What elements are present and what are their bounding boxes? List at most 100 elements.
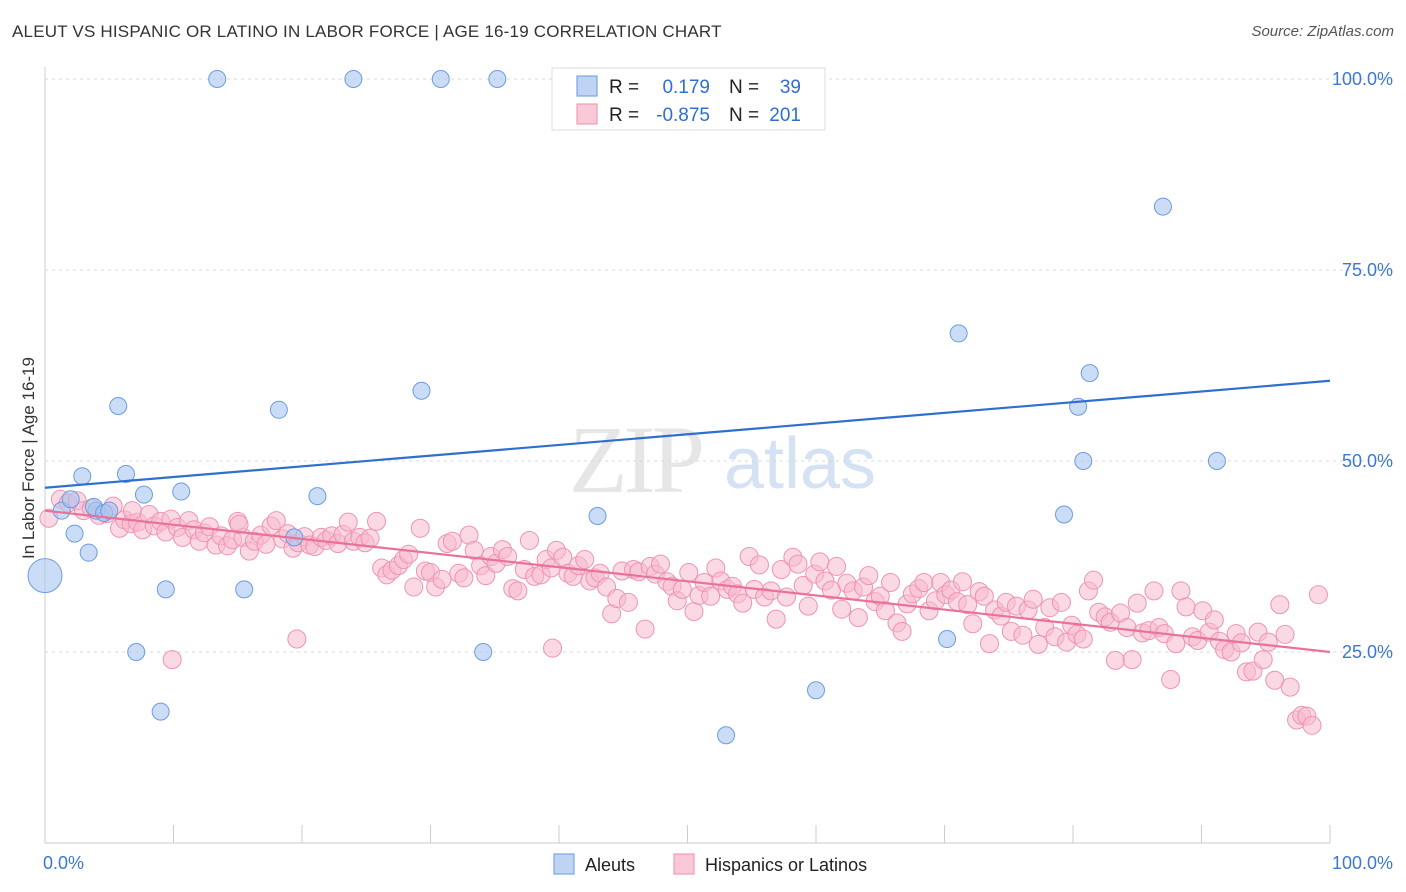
hispanic-point [952, 572, 972, 592]
hispanic-point [543, 638, 563, 658]
hispanic-point [963, 614, 983, 634]
legend-n-value-aleuts: 39 [780, 77, 801, 98]
hispanic-point [360, 528, 380, 548]
aleut-point [1074, 452, 1093, 470]
hispanic-point [287, 629, 307, 649]
axes [44, 67, 1331, 844]
series-legend: Aleuts Hispanics or Latinos [553, 853, 867, 875]
aleut-point [1153, 197, 1172, 216]
hispanics-points [39, 489, 1328, 735]
aleut-point [151, 702, 170, 721]
hispanic-point [1275, 624, 1295, 644]
aleut-point [79, 543, 98, 562]
aleut-point [474, 643, 493, 661]
legend-n-value-hispanics: 201 [769, 105, 801, 126]
aleut-point [27, 558, 63, 594]
y-tick-label: 50.0% [1342, 451, 1393, 471]
hispanic-point [1302, 715, 1322, 735]
hispanic-point [679, 563, 699, 583]
hispanic-point [958, 595, 978, 615]
hispanic-point [1204, 610, 1224, 630]
aleut-point [1080, 364, 1099, 383]
chart-title: ALEUT VS HISPANIC OR LATINO IN LABOR FOR… [12, 22, 722, 41]
x-tick-label: 100.0% [1332, 853, 1393, 873]
hispanic-point [1176, 597, 1196, 617]
hispanic-point [766, 609, 786, 629]
aleuts-trend-line [44, 379, 1331, 489]
hispanic-point [827, 556, 847, 576]
hispanic-point [1122, 650, 1142, 670]
hispanic-point [1253, 650, 1273, 670]
source-credit: Source: ZipAtlas.com [1251, 23, 1394, 40]
aleut-point [308, 487, 327, 506]
hispanic-point [1270, 595, 1290, 615]
aleut-point [100, 501, 119, 520]
hispanic-point [788, 554, 808, 574]
aleut-point [1055, 505, 1074, 524]
hispanic-point [749, 555, 769, 575]
aleut-point [1207, 452, 1226, 470]
hispanic-point [476, 566, 496, 586]
aleut-point [269, 400, 288, 419]
hispanic-point [162, 650, 182, 670]
hispanic-point [1171, 581, 1191, 601]
hispanic-point [1280, 677, 1300, 697]
bottom-legend-label-aleuts: Aleuts [585, 855, 635, 875]
hispanic-point [1023, 589, 1043, 609]
y-tick-label: 25.0% [1342, 642, 1393, 662]
aleut-point [61, 490, 80, 509]
correlation-legend: R = 0.179 N = 39 R = -0.875 N = 201 [551, 67, 826, 131]
legend-swatch-hispanics [576, 103, 598, 125]
bottom-legend-swatch-aleuts [553, 853, 575, 875]
aleut-point [807, 681, 825, 700]
hispanic-point [881, 572, 901, 592]
legend-n-label-hispanics: N = [729, 105, 759, 126]
hispanic-point [859, 566, 879, 586]
hispanic-point [338, 512, 358, 532]
y-axis-label: In Labor Force | Age 16-19 [19, 357, 38, 559]
bottom-legend-swatch-hispanics [673, 853, 695, 875]
hispanics-trend-line [44, 509, 1331, 654]
legend-r-value-aleuts: 0.179 [662, 77, 710, 98]
hispanic-point [1127, 593, 1147, 613]
y-tick-label: 75.0% [1342, 260, 1393, 280]
aleut-point [172, 482, 191, 501]
aleut-point [488, 70, 507, 88]
hispanic-point [1051, 592, 1071, 612]
hispanic-point [410, 518, 430, 538]
hispanic-point [1028, 634, 1048, 654]
hispanic-point [914, 572, 934, 592]
x-tick-label: 0.0% [43, 853, 84, 873]
hispanic-point [635, 619, 655, 639]
hispanic-point [229, 514, 249, 534]
aleut-point [412, 381, 431, 400]
aleut-point [949, 324, 968, 343]
hispanic-point [442, 531, 462, 551]
hispanic-point [519, 530, 539, 550]
aleut-point [717, 726, 736, 745]
hispanic-point [848, 608, 868, 628]
aleuts-points [27, 70, 1226, 745]
hispanic-point [684, 602, 704, 622]
hispanic-point [1308, 585, 1328, 605]
hispanic-point [810, 552, 830, 572]
hispanic-point [508, 581, 528, 601]
hispanic-point [892, 621, 912, 641]
hispanic-point [733, 593, 753, 613]
aleut-point [65, 524, 84, 543]
legend-r-value-hispanics: -0.875 [656, 105, 710, 126]
hispanic-point [1144, 581, 1164, 601]
hispanic-point [798, 596, 818, 616]
hispanic-point [1258, 632, 1278, 652]
aleut-point [156, 580, 175, 599]
hispanic-point [1013, 625, 1033, 645]
legend-n-label-aleuts: N = [729, 77, 759, 98]
hispanic-point [1073, 629, 1093, 649]
aleut-point [208, 70, 227, 88]
hispanic-point [122, 501, 142, 521]
aleut-point [344, 70, 363, 88]
hispanic-point [1105, 650, 1125, 670]
hispanic-point [979, 634, 999, 654]
hispanic-point [974, 586, 994, 606]
